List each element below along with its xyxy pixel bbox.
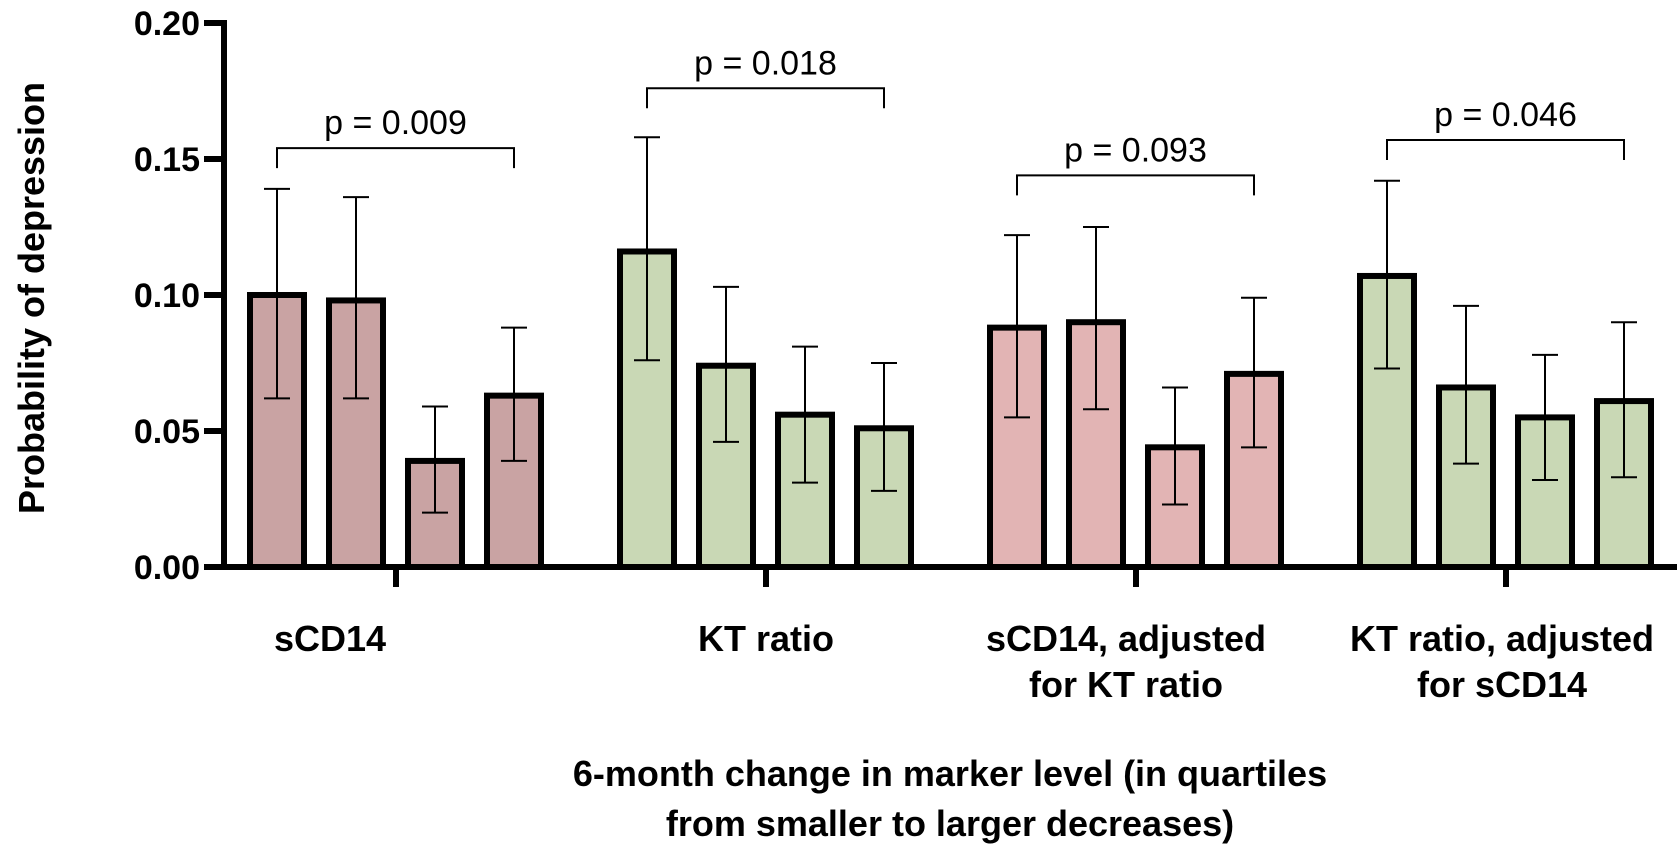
p-value-label: p = 0.018 <box>694 44 837 82</box>
group-label: for KT ratio <box>1029 664 1223 705</box>
group-label: KT ratio, adjusted <box>1350 618 1654 659</box>
significance-bracket <box>1386 138 1625 160</box>
y-axis-title: Probability of depression <box>11 82 52 514</box>
bar-group-2: p = 0.018 KT ratio <box>617 44 914 659</box>
bar-group-4: p = 0.046 KT ratio, adjusted for sCD14 <box>1350 96 1654 705</box>
group-label: KT ratio <box>698 618 834 659</box>
p-value-label: p = 0.093 <box>1064 131 1207 169</box>
y-tick-label: 0.15 <box>134 141 200 179</box>
group-label: sCD14, adjusted <box>986 618 1266 659</box>
significance-bracket <box>646 87 885 109</box>
group-label: sCD14 <box>274 618 386 659</box>
bar-group-1: p = 0.009 sCD14 <box>247 104 544 659</box>
x-axis-title: from smaller to larger decreases) <box>666 803 1234 844</box>
significance-bracket <box>1016 174 1255 196</box>
y-tick-label: 0.10 <box>134 277 200 315</box>
y-tick-label: 0.05 <box>134 413 200 451</box>
bar <box>1515 414 1575 570</box>
y-tick-label: 0.20 <box>134 5 200 43</box>
x-axis-title: 6-month change in marker level (in quart… <box>573 753 1327 794</box>
p-value-label: p = 0.046 <box>1434 96 1577 134</box>
p-value-label: p = 0.009 <box>324 104 467 142</box>
bar <box>1145 444 1205 571</box>
group-label: for sCD14 <box>1417 664 1587 705</box>
y-tick-label: 0.00 <box>134 549 200 587</box>
bar-group-3: p = 0.093 sCD14, adjusted for KT ratio <box>986 131 1284 705</box>
significance-bracket <box>276 147 515 169</box>
